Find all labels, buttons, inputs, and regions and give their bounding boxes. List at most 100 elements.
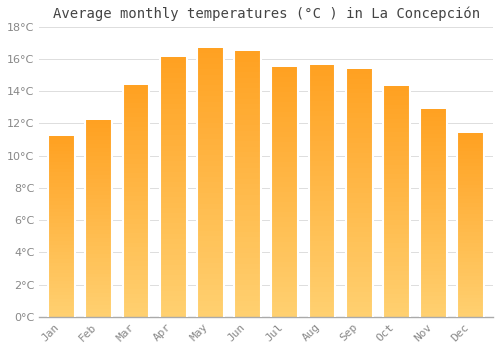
Bar bbox=[346, 223, 372, 228]
Bar bbox=[86, 187, 112, 191]
Bar bbox=[122, 205, 150, 210]
Bar bbox=[197, 145, 224, 150]
Bar bbox=[346, 198, 372, 203]
Bar bbox=[272, 82, 298, 87]
Bar bbox=[383, 91, 409, 96]
Bar bbox=[160, 301, 186, 307]
Bar bbox=[86, 250, 112, 254]
Bar bbox=[383, 96, 409, 100]
Bar bbox=[346, 277, 372, 282]
Bar bbox=[48, 165, 75, 169]
Bar bbox=[420, 267, 447, 271]
Bar bbox=[458, 188, 484, 192]
Bar bbox=[234, 269, 261, 274]
Bar bbox=[234, 163, 261, 168]
Bar bbox=[234, 131, 261, 136]
Bar bbox=[272, 237, 298, 242]
Bar bbox=[308, 191, 336, 196]
Bar bbox=[197, 177, 224, 182]
Bar bbox=[234, 210, 261, 216]
Bar bbox=[346, 247, 372, 252]
Bar bbox=[48, 292, 75, 295]
Bar bbox=[48, 136, 75, 140]
Bar bbox=[383, 155, 409, 160]
Bar bbox=[48, 154, 75, 158]
Bar bbox=[272, 117, 298, 122]
Bar bbox=[197, 64, 224, 69]
Bar bbox=[160, 114, 186, 120]
Bar bbox=[458, 258, 484, 262]
Bar bbox=[308, 276, 336, 282]
Bar bbox=[383, 252, 409, 257]
Bar bbox=[234, 78, 261, 83]
Bar bbox=[346, 128, 372, 133]
Bar bbox=[308, 136, 336, 141]
Bar bbox=[234, 290, 261, 295]
Bar bbox=[346, 252, 372, 257]
Bar bbox=[160, 275, 186, 280]
Bar bbox=[48, 205, 75, 209]
Bar bbox=[383, 197, 409, 202]
Bar bbox=[458, 210, 484, 214]
Bar bbox=[197, 69, 224, 75]
Bar bbox=[197, 231, 224, 236]
Bar bbox=[346, 292, 372, 297]
Bar bbox=[383, 100, 409, 105]
Bar bbox=[122, 131, 150, 136]
Bar bbox=[86, 305, 112, 309]
Bar bbox=[234, 72, 261, 78]
Bar bbox=[272, 122, 298, 127]
Bar bbox=[272, 192, 298, 197]
Bar bbox=[197, 301, 224, 306]
Bar bbox=[197, 188, 224, 193]
Bar bbox=[122, 252, 150, 257]
Bar bbox=[86, 191, 112, 195]
Bar bbox=[48, 288, 75, 292]
Bar bbox=[234, 295, 261, 301]
Bar bbox=[383, 261, 409, 266]
Bar bbox=[272, 252, 298, 257]
Bar bbox=[48, 259, 75, 262]
Bar bbox=[122, 247, 150, 252]
Bar bbox=[122, 140, 150, 145]
Bar bbox=[122, 136, 150, 140]
Bar bbox=[308, 196, 336, 201]
Bar bbox=[383, 298, 409, 303]
Bar bbox=[458, 214, 484, 218]
Bar bbox=[272, 87, 298, 92]
Bar bbox=[48, 310, 75, 313]
Bar bbox=[197, 247, 224, 252]
Bar bbox=[234, 115, 261, 120]
Bar bbox=[346, 133, 372, 138]
Bar bbox=[197, 279, 224, 285]
Bar bbox=[308, 91, 336, 96]
Bar bbox=[197, 274, 224, 279]
Bar bbox=[160, 182, 186, 187]
Bar bbox=[272, 177, 298, 182]
Bar bbox=[234, 141, 261, 147]
Bar bbox=[420, 121, 447, 126]
Bar bbox=[458, 236, 484, 240]
Bar bbox=[383, 289, 409, 294]
Bar bbox=[234, 237, 261, 242]
Bar bbox=[458, 144, 484, 148]
Bar bbox=[383, 193, 409, 197]
Bar bbox=[272, 212, 298, 217]
Bar bbox=[122, 159, 150, 164]
Bar bbox=[346, 79, 372, 84]
Bar bbox=[48, 219, 75, 223]
Bar bbox=[272, 137, 298, 142]
Bar bbox=[308, 257, 336, 261]
Bar bbox=[308, 287, 336, 292]
Bar bbox=[308, 106, 336, 111]
Bar bbox=[122, 89, 150, 94]
Bar bbox=[458, 133, 484, 137]
Bar bbox=[122, 187, 150, 191]
Bar bbox=[197, 295, 224, 301]
Bar bbox=[272, 77, 298, 82]
Bar bbox=[458, 280, 484, 284]
Bar bbox=[308, 111, 336, 116]
Bar bbox=[272, 307, 298, 312]
Bar bbox=[458, 170, 484, 174]
Bar bbox=[383, 229, 409, 234]
